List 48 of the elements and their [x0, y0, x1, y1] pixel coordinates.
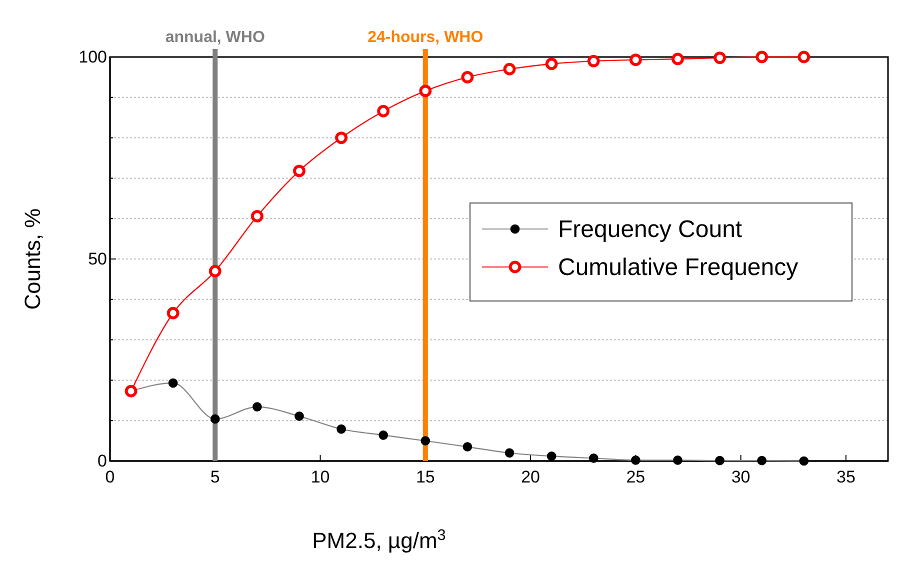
y-tick-label: 0 [98, 451, 107, 470]
ref-line-label: annual, WHO [165, 29, 265, 46]
x-tick-label: 10 [310, 468, 330, 487]
point [504, 448, 514, 458]
point [168, 378, 178, 388]
point [546, 451, 556, 461]
point [378, 430, 388, 440]
point [377, 104, 390, 118]
point [250, 210, 264, 222]
point [336, 424, 346, 434]
point [587, 54, 600, 68]
point [293, 164, 306, 178]
point [798, 50, 810, 64]
legend-label: Frequency Count [558, 216, 742, 243]
point [208, 264, 222, 278]
point [335, 132, 348, 144]
x-tick-label: 20 [521, 468, 540, 487]
point [629, 54, 642, 66]
point [461, 70, 474, 84]
x-tick-label: 5 [210, 468, 220, 487]
y-axis-title: Counts, % [20, 208, 45, 310]
point [714, 52, 726, 64]
point [673, 456, 682, 465]
point [419, 84, 432, 98]
x-tick-label: 15 [416, 468, 435, 487]
x-tick-label: 35 [836, 468, 856, 487]
point [799, 456, 809, 466]
point [166, 306, 180, 320]
x-tick-label: 25 [626, 468, 646, 487]
ref-line-label: 24-hours, WHO [368, 29, 484, 46]
point [294, 411, 304, 421]
point [252, 402, 262, 412]
legend-label: Cumulative Frequency [558, 254, 798, 281]
point [420, 436, 430, 446]
point [757, 456, 767, 466]
x-tick-label: 30 [731, 468, 750, 487]
point [503, 62, 516, 76]
point [588, 453, 598, 463]
point [756, 50, 768, 64]
point [672, 52, 684, 66]
point [210, 414, 220, 424]
y-tick-label: 100 [78, 47, 107, 66]
point [462, 442, 472, 452]
point [715, 456, 724, 466]
point [630, 456, 640, 465]
y-tick-label: 50 [88, 249, 107, 268]
point [545, 58, 558, 70]
x-axis-title: PM2.5, µg/m$^{3}$ [312, 526, 446, 553]
